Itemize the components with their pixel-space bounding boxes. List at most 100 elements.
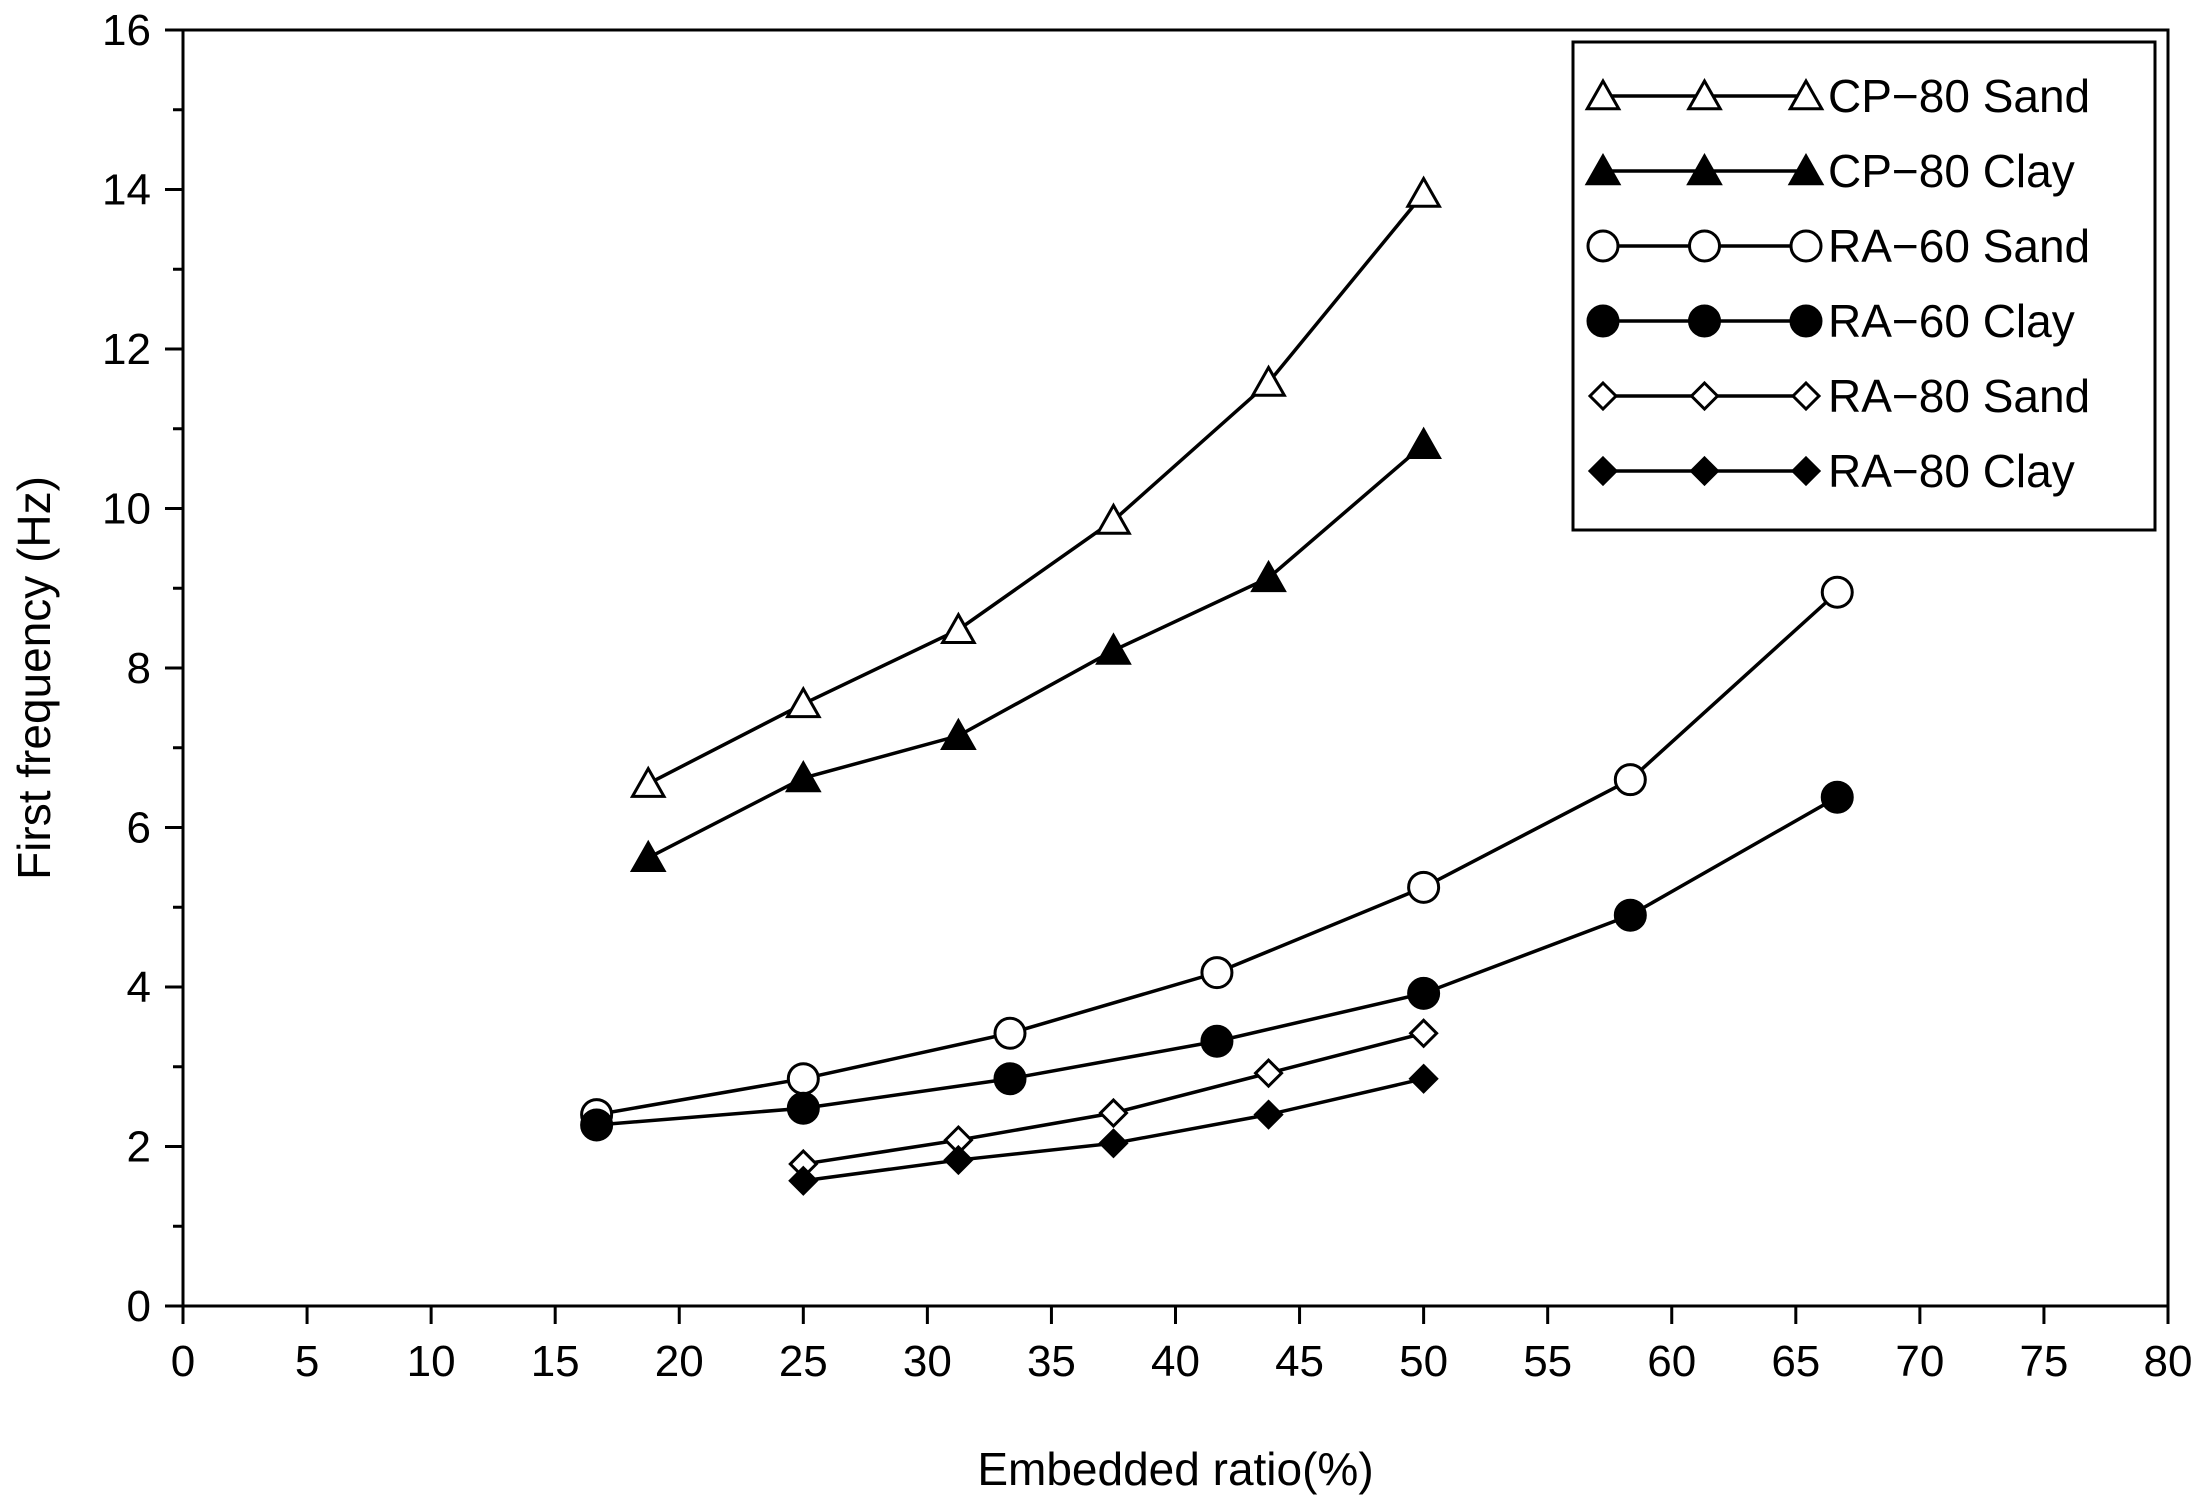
data-point bbox=[1095, 502, 1132, 535]
data-point bbox=[1253, 1099, 1284, 1130]
x-tick-label: 35 bbox=[1027, 1337, 1076, 1386]
legend-marker bbox=[1789, 229, 1823, 263]
data-point bbox=[993, 1062, 1027, 1096]
x-axis: 0 5 10 15 20 25 30 35 40 45 50 55 60 65 70 75 80 bbox=[171, 1306, 2193, 1386]
legend-marker bbox=[1584, 152, 1622, 186]
x-tick-label: 60 bbox=[1647, 1337, 1696, 1386]
data-point bbox=[788, 1165, 819, 1196]
y-axis-title: First frequency (Hz) bbox=[8, 476, 60, 880]
data-point bbox=[784, 760, 822, 793]
data-point bbox=[940, 611, 977, 644]
series-ra-80-clay bbox=[788, 1063, 1439, 1196]
legend-label: RA−80 Clay bbox=[1828, 445, 2075, 497]
x-tick-label: 65 bbox=[1771, 1337, 1820, 1386]
x-tick-label: 40 bbox=[1151, 1337, 1200, 1386]
x-tick-label: 45 bbox=[1275, 1337, 1324, 1386]
x-tick-label: 55 bbox=[1523, 1337, 1572, 1386]
x-tick-label: 30 bbox=[903, 1337, 952, 1386]
legend-marker bbox=[1787, 77, 1825, 111]
legend-marker bbox=[1587, 380, 1619, 412]
data-point bbox=[1098, 1128, 1129, 1159]
data-point bbox=[786, 1062, 820, 1096]
legend-marker bbox=[1689, 455, 1720, 487]
data-point bbox=[943, 1144, 974, 1176]
x-tick-label: 10 bbox=[407, 1337, 456, 1386]
data-point bbox=[1408, 1018, 1439, 1049]
y-tick-label: 12 bbox=[102, 325, 151, 374]
series-cp-80-clay bbox=[629, 426, 1442, 873]
y-tick-label: 8 bbox=[127, 644, 151, 693]
data-point bbox=[1405, 426, 1442, 459]
legend-marker bbox=[1586, 229, 1620, 263]
data-point bbox=[940, 717, 977, 751]
legend-marker bbox=[1584, 77, 1622, 111]
y-tick-label: 10 bbox=[102, 485, 151, 534]
legend-label: CP−80 Clay bbox=[1828, 145, 2075, 197]
data-point bbox=[1250, 364, 1287, 397]
data-point bbox=[1200, 956, 1234, 990]
legend-marker bbox=[1686, 77, 1723, 111]
data-point bbox=[1613, 898, 1647, 932]
x-tick-label: 50 bbox=[1399, 1337, 1448, 1386]
legend-item: RA−80 Clay bbox=[1587, 445, 2075, 497]
legend-marker bbox=[1688, 229, 1721, 263]
data-point bbox=[784, 685, 822, 719]
data-point bbox=[629, 839, 667, 873]
legend: CP−80 Sand CP−80 Clay RA−60 Sand RA−60 Clay… bbox=[1571, 40, 2157, 532]
x-tick-label: 25 bbox=[779, 1337, 828, 1386]
legend-item: RA−60 Sand bbox=[1586, 220, 2090, 272]
legend-item: CP−80 Sand bbox=[1584, 70, 2090, 122]
legend-marker bbox=[1790, 380, 1822, 412]
data-point bbox=[786, 1091, 820, 1125]
data-point bbox=[1200, 1024, 1234, 1058]
x-tick-label: 80 bbox=[2144, 1337, 2193, 1386]
y-tick-label: 14 bbox=[102, 166, 151, 215]
series-line bbox=[647, 192, 1425, 786]
y-tick-label: 2 bbox=[127, 1123, 151, 1172]
x-tick-label: 15 bbox=[531, 1337, 580, 1386]
legend-label: RA−60 Clay bbox=[1828, 295, 2075, 347]
legend-marker bbox=[1789, 304, 1823, 338]
data-point bbox=[1408, 1063, 1439, 1094]
series-layer bbox=[580, 175, 1854, 1196]
data-point bbox=[1613, 763, 1647, 797]
data-point bbox=[1098, 1097, 1129, 1129]
y-tick-label: 16 bbox=[102, 6, 151, 55]
series-ra-60-clay bbox=[580, 780, 1854, 1142]
data-point bbox=[629, 765, 667, 798]
y-tick-label: 6 bbox=[127, 804, 151, 853]
legend-marker bbox=[1586, 304, 1620, 338]
y-tick-label: 4 bbox=[127, 963, 151, 1012]
x-tick-label: 20 bbox=[655, 1337, 704, 1386]
x-tick-label: 0 bbox=[171, 1337, 195, 1386]
data-point bbox=[1253, 1058, 1284, 1089]
legend-marker bbox=[1688, 304, 1721, 338]
legend-label: CP−80 Sand bbox=[1828, 70, 2090, 122]
legend-box bbox=[1571, 40, 2157, 532]
series-cp-80-sand bbox=[629, 175, 1442, 798]
series-ra-80-sand bbox=[788, 1018, 1439, 1180]
data-point bbox=[993, 1016, 1027, 1050]
y-axis: 0 2 4 6 8 10 12 14 16 bbox=[102, 6, 183, 1331]
legend-label: RA−60 Sand bbox=[1828, 220, 2090, 272]
legend-marker bbox=[1689, 380, 1720, 412]
series-ra-60-sand bbox=[580, 575, 1854, 1132]
data-point bbox=[1095, 632, 1132, 665]
legend-marker bbox=[1686, 152, 1723, 186]
legend-marker bbox=[1587, 455, 1619, 487]
x-tick-label: 5 bbox=[295, 1337, 319, 1386]
data-point bbox=[1820, 780, 1854, 814]
legend-item: CP−80 Clay bbox=[1584, 145, 2075, 197]
series-line bbox=[647, 443, 1425, 860]
x-tick-label: 75 bbox=[2019, 1337, 2068, 1386]
data-point bbox=[1407, 870, 1441, 904]
data-point bbox=[580, 1108, 614, 1142]
data-point bbox=[1405, 175, 1442, 208]
x-axis-title: Embedded ratio(%) bbox=[977, 1443, 1373, 1495]
data-point bbox=[1250, 559, 1287, 593]
legend-marker bbox=[1787, 152, 1825, 186]
legend-item: RA−60 Clay bbox=[1586, 295, 2075, 347]
data-point bbox=[1407, 976, 1441, 1010]
legend-label: RA−80 Sand bbox=[1828, 370, 2090, 422]
